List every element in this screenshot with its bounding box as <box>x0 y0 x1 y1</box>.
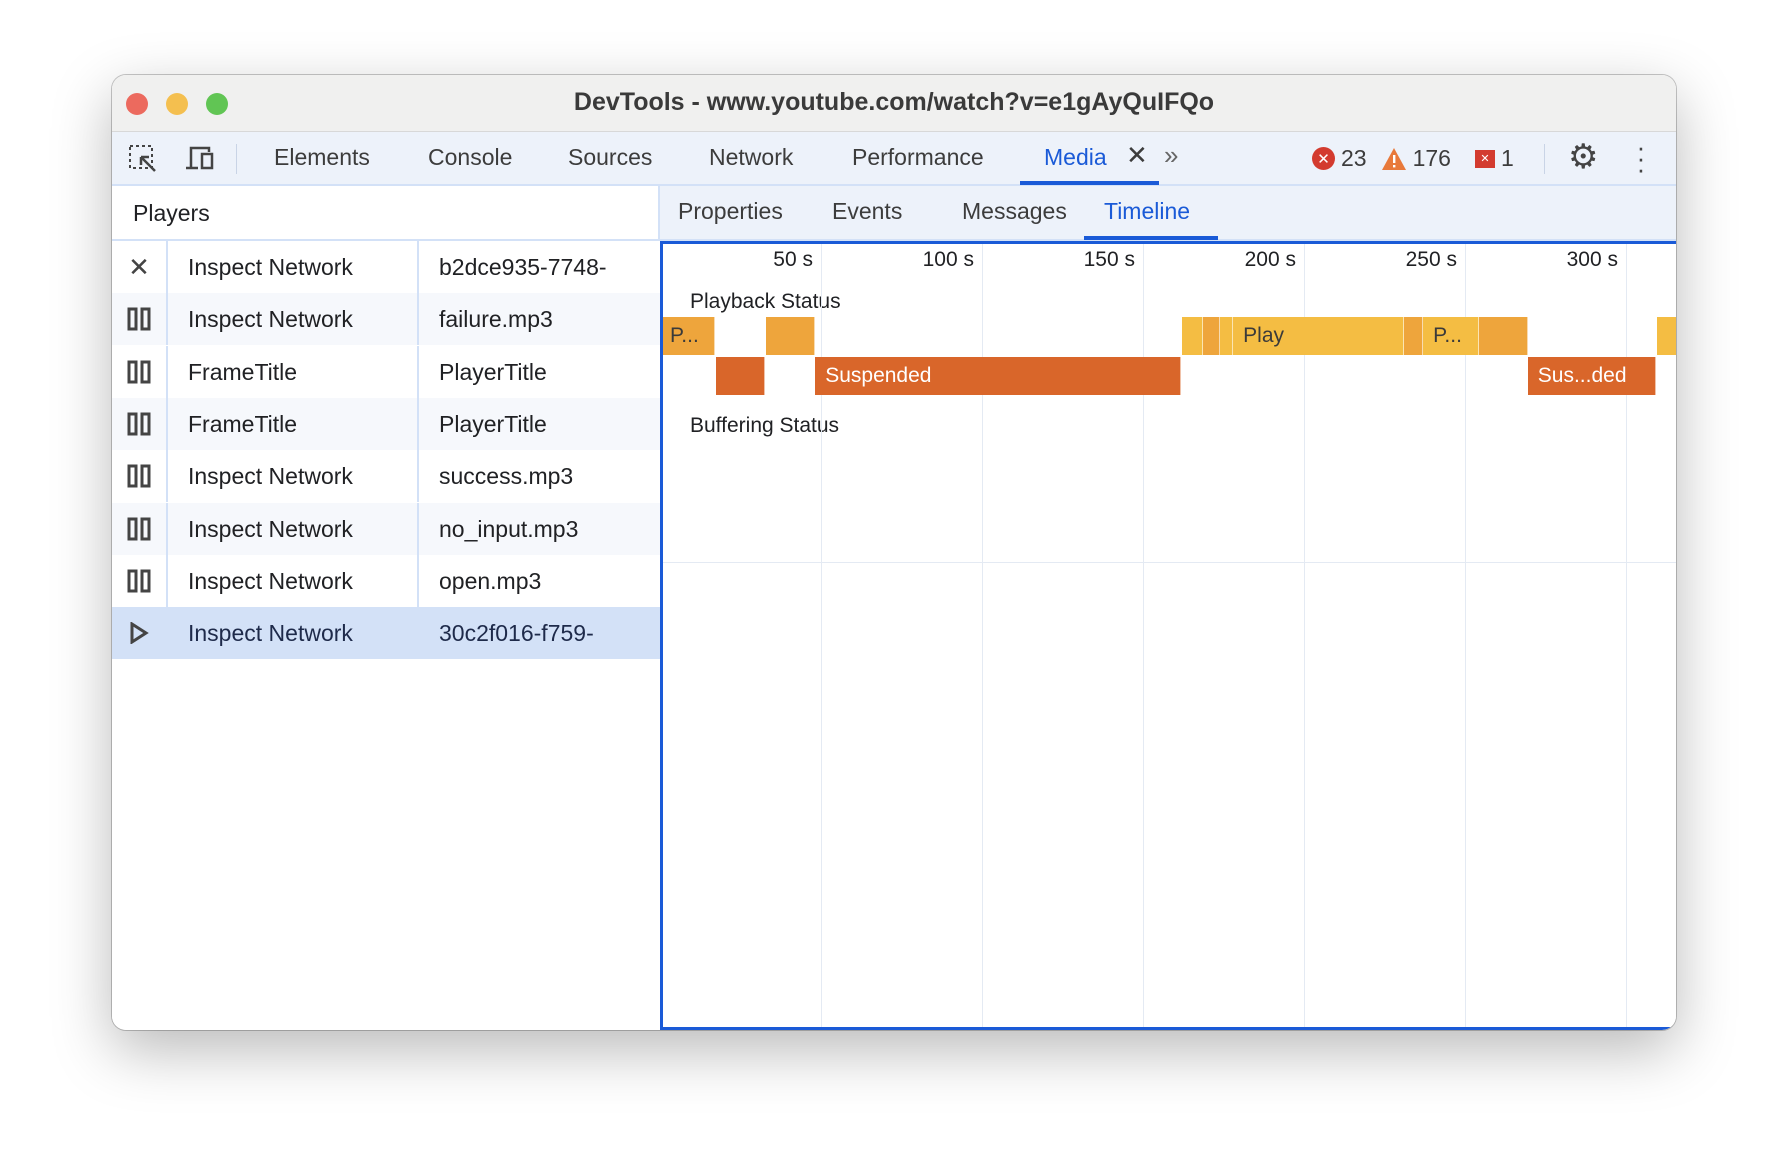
time-tick-label: 50 s <box>773 248 813 271</box>
subtab-properties[interactable]: Properties <box>678 198 783 224</box>
active-subtab-indicator <box>1084 236 1218 240</box>
grid-line <box>1465 244 1466 1027</box>
player-title: failure.mp3 <box>439 306 553 333</box>
close-icon: ✕ <box>112 241 168 293</box>
tab-console[interactable]: Console <box>428 144 513 170</box>
active-tab-indicator <box>1020 181 1159 185</box>
device-toolbar-icon[interactable] <box>185 144 217 174</box>
frame-title: Inspect Network <box>168 293 419 346</box>
subtab-timeline[interactable]: Timeline <box>1104 198 1191 224</box>
frame-title: Inspect Network <box>168 450 419 503</box>
player-title: open.mp3 <box>439 567 542 594</box>
pause-icon <box>112 345 168 398</box>
play-icon <box>112 607 168 659</box>
frame-title: FrameTitle <box>168 397 419 450</box>
frame-title: Inspect Network <box>168 241 419 293</box>
player-title: 30c2f016-f759- <box>439 620 594 647</box>
error-icon: ✕ <box>1312 147 1335 170</box>
minimize-window-button[interactable] <box>166 93 188 115</box>
playback-play-bar[interactable] <box>1656 317 1676 355</box>
playback-play-bar[interactable]: P... <box>1423 317 1480 355</box>
tab-sources[interactable]: Sources <box>568 144 653 170</box>
player-title: no_input.mp3 <box>439 515 579 542</box>
tab-performance[interactable]: Performance <box>852 144 984 170</box>
grid-line <box>821 244 822 1027</box>
playback-pause-bar[interactable] <box>1403 317 1424 355</box>
playback-play-bar[interactable] <box>1181 317 1203 355</box>
playback-play-bar[interactable]: Play <box>1233 317 1404 355</box>
grid-line <box>982 244 983 1027</box>
window-title: DevTools - www.youtube.com/watch?v=e1gAy… <box>573 88 1215 116</box>
maximize-window-button[interactable] <box>206 93 228 115</box>
pause-icon <box>112 502 168 555</box>
frame-title: Inspect Network <box>168 554 419 607</box>
time-tick-label: 250 s <box>1405 248 1457 271</box>
grid-line <box>1626 244 1627 1027</box>
player-row[interactable]: ✕ Inspect Network b2dce935-7748- <box>112 241 660 293</box>
grid-line <box>1304 244 1305 1027</box>
player-title: success.mp3 <box>439 463 574 490</box>
issues-icon: ✕ <box>1474 149 1495 168</box>
tab-media[interactable]: Media <box>1044 144 1107 170</box>
media-subtabs: Properties Events Messages Timeline <box>660 186 1676 241</box>
playback-pause-bar[interactable]: P... <box>663 317 715 355</box>
title-bar: DevTools - www.youtube.com/watch?v=e1gAy… <box>112 75 1676 132</box>
pause-icon <box>112 293 168 346</box>
timeline-panel: Playback Status Buffering Status 50 s 100… <box>660 241 1676 1030</box>
playback-play-bar[interactable] <box>1220 317 1234 355</box>
playback-pause-bar[interactable] <box>766 317 815 355</box>
playback-suspended-bar[interactable]: Sus...ded <box>1527 357 1656 395</box>
more-tabs-icon[interactable]: » <box>1164 140 1179 170</box>
settings-gear-icon[interactable]: ⚙ <box>1568 138 1599 176</box>
player-row[interactable]: Inspect Network 30c2f016-f759- <box>112 607 660 660</box>
pause-icon <box>112 397 168 450</box>
grid-line <box>1143 244 1144 1027</box>
time-tick-label: 150 s <box>1083 248 1135 271</box>
error-count: 23 <box>1341 145 1367 171</box>
playback-pause-bar[interactable] <box>1202 317 1221 355</box>
player-row[interactable]: FrameTitle PlayerTitle <box>112 397 660 450</box>
inspect-element-icon[interactable] <box>128 144 158 174</box>
player-title: PlayerTitle <box>439 410 547 437</box>
devtools-window: DevTools - www.youtube.com/watch?v=e1gAy… <box>112 75 1676 1030</box>
main-toolbar: Elements Console Sources Network Perform… <box>112 132 1676 186</box>
player-row[interactable]: Inspect Network success.mp3 <box>112 450 660 503</box>
playback-suspended-bar[interactable]: Suspended <box>815 357 1181 395</box>
player-title: b2dce935-7748- <box>439 254 607 280</box>
time-tick-label: 300 s <box>1566 248 1618 271</box>
player-row[interactable]: FrameTitle PlayerTitle <box>112 345 660 398</box>
close-tab-icon[interactable]: ✕ <box>1126 140 1148 170</box>
buffering-status-label: Buffering Status <box>690 414 840 437</box>
playback-suspended-bar[interactable] <box>716 357 765 395</box>
frame-title: Inspect Network <box>168 502 419 555</box>
more-options-icon[interactable]: · · · <box>1636 132 1646 184</box>
frame-title: Inspect Network <box>188 620 353 647</box>
time-tick-label: 200 s <box>1244 248 1296 271</box>
subtab-messages[interactable]: Messages <box>962 198 1067 224</box>
players-list: ✕ Inspect Network b2dce935-7748- Inspect… <box>112 241 660 1030</box>
playback-pause-bar[interactable] <box>1479 317 1528 355</box>
tab-network[interactable]: Network <box>709 144 794 170</box>
subtab-events[interactable]: Events <box>832 198 903 224</box>
warning-count: 176 <box>1412 145 1451 171</box>
player-row[interactable]: Inspect Network open.mp3 <box>112 554 660 607</box>
player-row[interactable]: Inspect Network failure.mp3 <box>112 293 660 346</box>
close-window-button[interactable] <box>126 93 148 115</box>
divider <box>236 144 237 174</box>
player-title: PlayerTitle <box>439 358 547 385</box>
playback-status-label: Playback Status <box>690 290 841 313</box>
pause-icon <box>112 450 168 503</box>
status-counters[interactable]: ✕ 23 176 ✕ 1 <box>1312 145 1514 172</box>
divider <box>1544 144 1545 174</box>
tab-elements[interactable]: Elements <box>274 144 370 170</box>
player-row[interactable]: Inspect Network no_input.mp3 <box>112 502 660 555</box>
pause-icon <box>112 554 168 607</box>
warning-icon <box>1381 147 1406 170</box>
players-title: Players <box>133 200 210 226</box>
frame-title: FrameTitle <box>168 345 419 398</box>
track-divider <box>663 562 1676 563</box>
players-header: Players <box>112 186 660 241</box>
time-tick-label: 100 s <box>922 248 974 271</box>
issues-count: 1 <box>1500 145 1514 171</box>
